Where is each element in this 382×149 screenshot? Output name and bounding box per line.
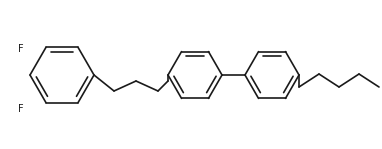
Text: F: F bbox=[18, 44, 24, 54]
Text: F: F bbox=[18, 104, 24, 114]
